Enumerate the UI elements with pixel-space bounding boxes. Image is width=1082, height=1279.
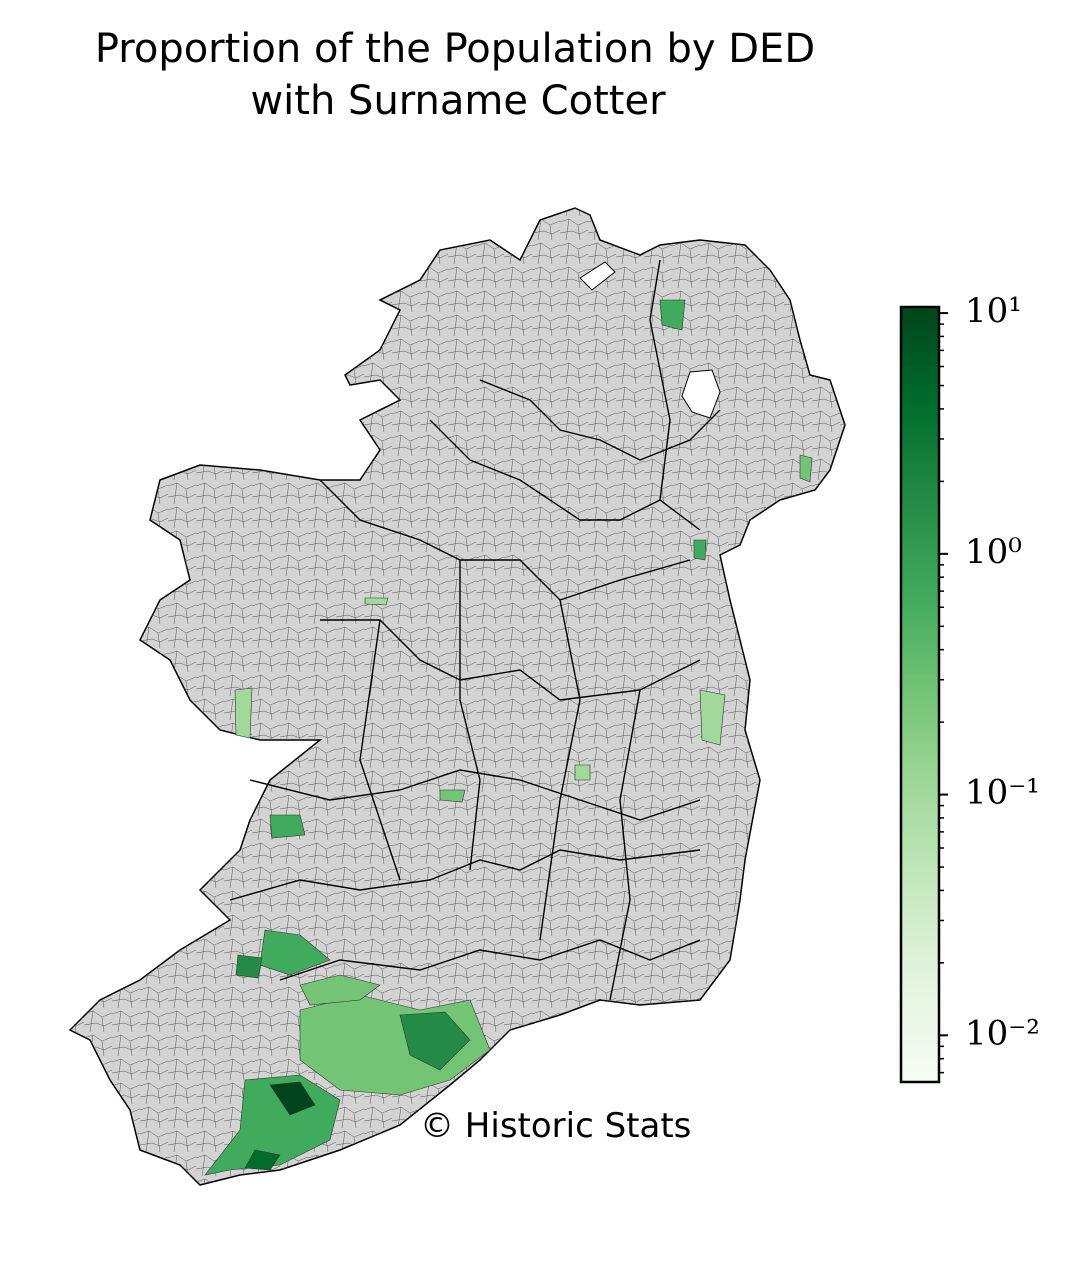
map <box>68 207 846 1186</box>
colorbar-tick-label: 10⁻² <box>965 1013 1040 1053</box>
colorbar-tick-label: 10⁻¹ <box>965 773 1040 813</box>
watermark: © Historic Stats <box>420 1106 691 1146</box>
colorbar-tick-label: 10⁰ <box>965 532 1022 572</box>
county-borders <box>229 259 721 1001</box>
colorbar-tick-label: 10¹ <box>965 291 1022 331</box>
chart-title: with Surname Cotter <box>250 78 666 124</box>
lough <box>579 261 616 291</box>
colorbar <box>899 305 941 1084</box>
lough <box>681 369 721 419</box>
chart-title: Proportion of the Population by DED <box>95 26 815 72</box>
high-areas <box>204 299 813 1176</box>
